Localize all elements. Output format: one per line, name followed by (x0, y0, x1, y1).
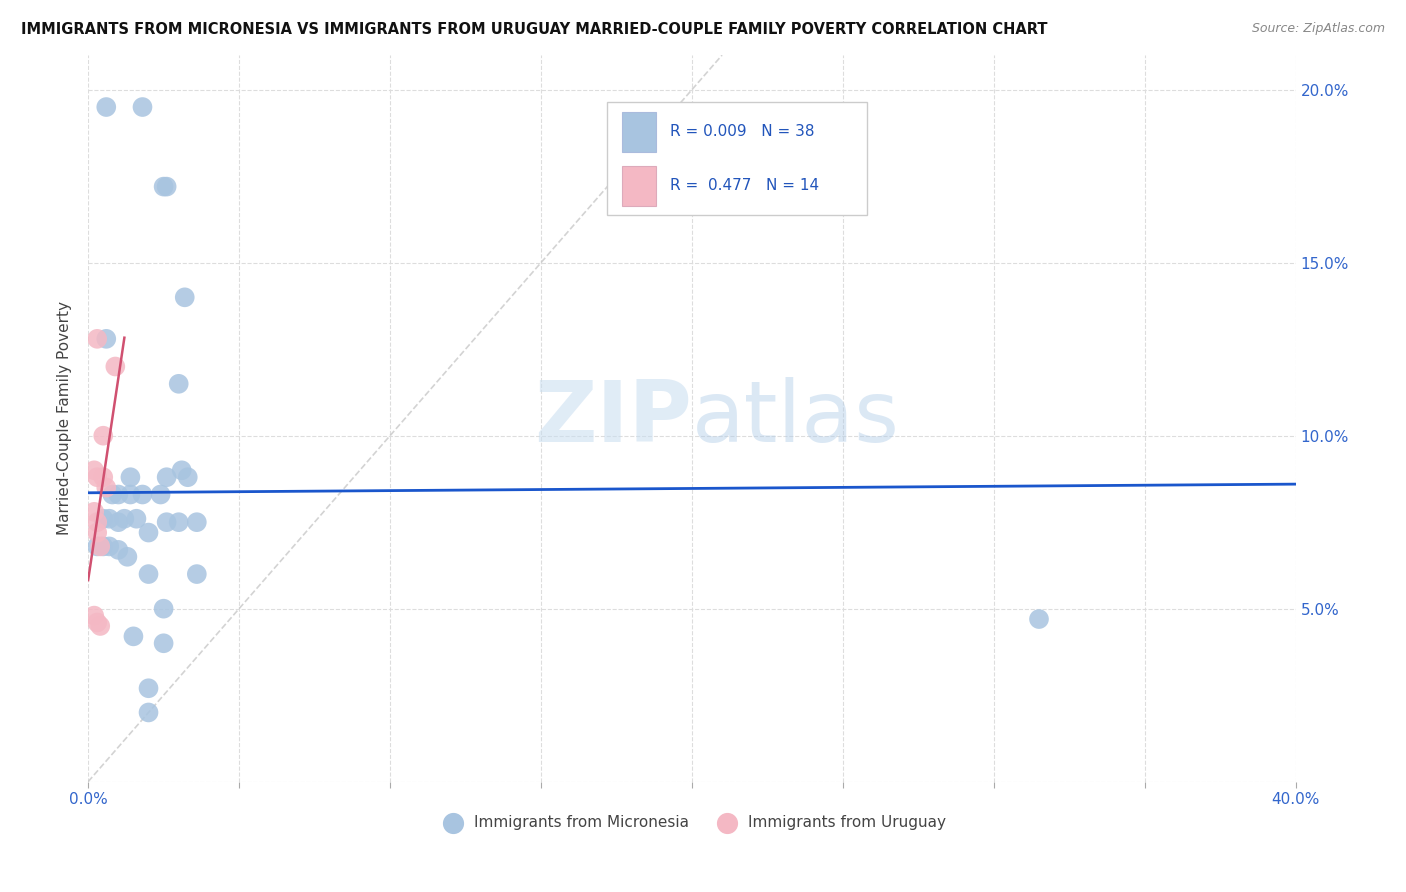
Point (120, 487, 142, 501)
Point (177, 470, 200, 484)
Point (83, 463, 105, 477)
Point (101, 487, 124, 501)
Point (152, 601, 174, 615)
Text: R =  0.477   N = 14: R = 0.477 N = 14 (671, 178, 820, 193)
Point (117, 549, 139, 564)
Point (107, 542, 129, 557)
Point (91, 540, 114, 554)
Point (86, 332, 108, 346)
Point (107, 515, 129, 529)
Y-axis label: Married-Couple Family Poverty: Married-Couple Family Poverty (58, 301, 72, 535)
Point (156, 515, 179, 529)
Text: IMMIGRANTS FROM MICRONESIA VS IMMIGRANTS FROM URUGUAY MARRIED-COUPLE FAMILY POVE: IMMIGRANTS FROM MICRONESIA VS IMMIGRANTS… (21, 22, 1047, 37)
Text: R = 0.009   N = 38: R = 0.009 N = 38 (671, 124, 814, 139)
Point (89, 540, 111, 554)
Point (120, 470, 142, 484)
FancyBboxPatch shape (621, 112, 655, 152)
Point (138, 525, 160, 540)
Point (138, 706, 160, 720)
FancyBboxPatch shape (607, 103, 868, 215)
Point (86, 470, 108, 484)
Point (89, 619, 111, 633)
Point (86, 525, 108, 540)
Point (131, 487, 153, 501)
Point (138, 681, 160, 696)
Point (156, 179, 179, 194)
Point (86, 540, 108, 554)
Point (186, 515, 208, 529)
Point (167, 376, 190, 391)
Point (167, 515, 190, 529)
FancyBboxPatch shape (621, 166, 655, 205)
Point (138, 567, 160, 582)
Point (1028, 612, 1050, 626)
Text: atlas: atlas (692, 377, 900, 460)
Point (122, 629, 145, 643)
Text: ZIP: ZIP (534, 377, 692, 460)
Point (104, 359, 127, 374)
Point (96, 100, 118, 114)
Point (91, 512, 114, 526)
Point (156, 470, 179, 484)
Point (86, 615, 108, 630)
Point (131, 100, 153, 114)
Text: Source: ZipAtlas.com: Source: ZipAtlas.com (1251, 22, 1385, 36)
Point (112, 512, 135, 526)
Point (125, 512, 148, 526)
Point (173, 290, 195, 304)
Legend: Immigrants from Micronesia, Immigrants from Uruguay: Immigrants from Micronesia, Immigrants f… (432, 808, 953, 836)
Point (83, 505, 105, 519)
Point (86, 515, 108, 529)
Point (83, 608, 105, 623)
Point (91, 470, 114, 484)
Point (107, 487, 129, 501)
Point (96, 332, 118, 346)
Point (96, 481, 118, 495)
Point (170, 463, 193, 477)
Point (149, 487, 172, 501)
Point (98, 512, 121, 526)
Point (152, 636, 174, 650)
Point (152, 179, 174, 194)
Point (98, 540, 121, 554)
Point (186, 567, 208, 582)
Point (91, 428, 114, 442)
